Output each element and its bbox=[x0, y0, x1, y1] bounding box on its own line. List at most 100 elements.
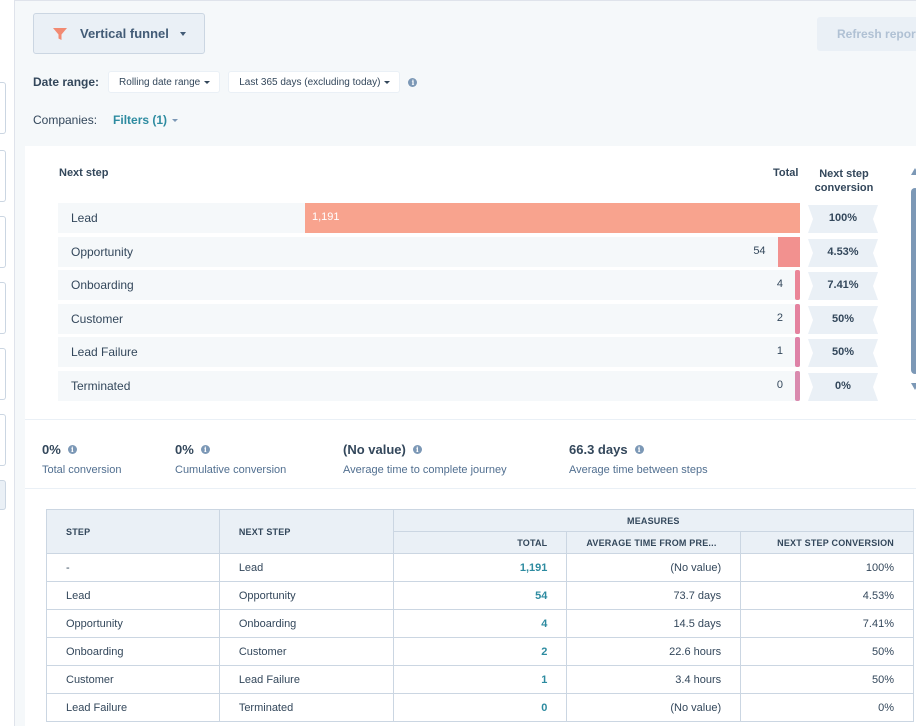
cell-average-time: (No value) bbox=[566, 553, 742, 582]
cell-step: Opportunity bbox=[46, 609, 220, 638]
cell-conversion: 4.53% bbox=[740, 581, 914, 610]
stat-label: Average time between steps bbox=[569, 464, 708, 476]
funnel-bar[interactable] bbox=[777, 236, 800, 267]
date-range-type-dropdown[interactable]: Rolling date range bbox=[108, 71, 221, 93]
caret-down-icon bbox=[384, 80, 391, 84]
funnel-row[interactable]: Opportunity 54 bbox=[58, 236, 800, 267]
cell-step: Lead bbox=[46, 581, 220, 610]
conversion-badge: 50% bbox=[808, 305, 878, 334]
column-header-step[interactable]: STEP bbox=[46, 509, 220, 554]
funnel-row[interactable]: Terminated 0 bbox=[58, 370, 800, 401]
cell-next-step: Terminated bbox=[218, 693, 394, 722]
cell-conversion: 7.41% bbox=[740, 609, 914, 638]
left-panel-field[interactable] bbox=[0, 82, 6, 134]
funnel-row[interactable]: Onboarding 4 bbox=[58, 270, 800, 300]
cell-total[interactable]: 54 bbox=[392, 581, 568, 610]
info-icon[interactable]: i bbox=[634, 445, 644, 454]
column-header-average-time[interactable]: AVERAGE TIME FROM PRE... bbox=[566, 531, 742, 554]
funnel-row-label: Customer bbox=[71, 311, 124, 326]
funnel-row-label: Opportunity bbox=[71, 244, 134, 259]
left-panel-field[interactable] bbox=[0, 414, 6, 466]
funnel-row[interactable]: Customer 2 bbox=[58, 303, 800, 334]
cell-total[interactable]: 1 bbox=[392, 665, 568, 694]
stat-label: Cumulative conversion bbox=[175, 464, 287, 476]
cell-average-time: 73.7 days bbox=[566, 581, 742, 610]
funnel-bar[interactable] bbox=[795, 303, 800, 334]
conversion-value: 100% bbox=[828, 212, 858, 224]
date-range-label: Date range: bbox=[33, 75, 100, 89]
cell-next-step: Lead bbox=[218, 553, 394, 582]
chart-header-conversion: Next step conversion bbox=[809, 167, 879, 195]
cell-step: Customer bbox=[46, 665, 220, 694]
funnel-row-label: Terminated bbox=[71, 378, 131, 393]
table-row: Customer Lead Failure 1 3.4 hours 50% bbox=[46, 665, 914, 694]
funnel-bar[interactable] bbox=[305, 203, 800, 233]
left-panel-field[interactable] bbox=[0, 216, 6, 268]
conversion-badge: 4.53% bbox=[808, 238, 878, 267]
visualization-dropdown[interactable]: Vertical funnel bbox=[33, 13, 205, 54]
funnel-bar[interactable] bbox=[795, 337, 800, 367]
funnel-bar-value: 1 bbox=[776, 345, 783, 357]
stat-cumulative-conversion: 0% i Cumulative conversion bbox=[175, 442, 286, 476]
filters-dropdown[interactable]: Filters (1) bbox=[113, 113, 179, 127]
cell-step: - bbox=[46, 553, 220, 582]
funnel-bar-value: 54 bbox=[753, 244, 766, 257]
funnel-row-label: Lead bbox=[71, 211, 98, 225]
visualization-label: Vertical funnel bbox=[80, 26, 169, 41]
table-row: Opportunity Onboarding 4 14.5 days 7.41% bbox=[46, 609, 914, 638]
left-panel-button[interactable] bbox=[0, 480, 6, 510]
stat-total-conversion: 0% i Total conversion bbox=[42, 442, 122, 476]
cell-average-time: 22.6 hours bbox=[566, 637, 742, 666]
date-range-value-dropdown[interactable]: Last 365 days (excluding today) bbox=[228, 71, 401, 93]
date-range-row: Date range: Rolling date range Last 365 … bbox=[33, 71, 418, 93]
table-row: Onboarding Customer 2 22.6 hours 50% bbox=[46, 637, 914, 666]
companies-label: Companies: bbox=[33, 113, 98, 127]
cell-conversion: 0% bbox=[740, 693, 914, 722]
scroll-up-icon[interactable] bbox=[911, 168, 916, 175]
companies-filter-row: Companies: Filters (1) bbox=[33, 113, 179, 127]
funnel-icon bbox=[53, 27, 67, 40]
scrollbar-thumb[interactable] bbox=[911, 188, 916, 374]
cell-next-step: Lead Failure bbox=[218, 665, 394, 694]
table-row: - Lead 1,191 (No value) 100% bbox=[46, 553, 914, 582]
refresh-report-button[interactable]: Refresh report bbox=[817, 17, 916, 51]
info-icon[interactable]: i bbox=[412, 445, 422, 454]
summary-stats: 0% i Total conversion 0% i Cumulative conv… bbox=[25, 419, 916, 489]
funnel-bar[interactable] bbox=[795, 370, 800, 401]
left-panel-field[interactable] bbox=[0, 348, 6, 400]
stat-label: Total conversion bbox=[42, 464, 122, 476]
left-panel-field[interactable] bbox=[0, 282, 6, 334]
scroll-down-icon[interactable] bbox=[911, 383, 916, 390]
stat-average-time-steps: 66.3 days i Average time between steps bbox=[569, 442, 708, 476]
info-icon[interactable]: i bbox=[67, 445, 77, 454]
funnel-row[interactable]: Lead 1,191 bbox=[58, 203, 800, 233]
cell-total[interactable]: 1,191 bbox=[392, 553, 568, 582]
funnel-bar-value: 1,191 bbox=[312, 211, 340, 223]
cell-average-time: (No value) bbox=[566, 693, 742, 722]
stat-value: (No value) bbox=[343, 442, 406, 457]
stat-value: 0% bbox=[42, 442, 61, 457]
cell-total[interactable]: 0 bbox=[392, 693, 568, 722]
filters-label: Filters (1) bbox=[113, 113, 168, 127]
funnel-bar[interactable] bbox=[795, 270, 800, 300]
conversion-value: 50% bbox=[831, 346, 855, 358]
info-icon[interactable]: i bbox=[408, 77, 418, 87]
date-range-type-value: Rolling date range bbox=[119, 76, 201, 88]
chart-scrollbar[interactable] bbox=[910, 168, 916, 398]
left-panel-field[interactable] bbox=[0, 150, 6, 202]
column-header-next-step[interactable]: NEXT STEP bbox=[218, 509, 394, 554]
caret-down-icon bbox=[204, 80, 211, 84]
cell-total[interactable]: 2 bbox=[392, 637, 568, 666]
funnel-bar-value: 4 bbox=[776, 278, 783, 290]
info-icon[interactable]: i bbox=[200, 445, 210, 454]
column-header-total[interactable]: TOTAL bbox=[392, 531, 568, 554]
cell-total[interactable]: 4 bbox=[392, 609, 568, 638]
column-header-next-step-conversion[interactable]: NEXT STEP CONVERSION bbox=[740, 531, 914, 554]
funnel-chart: Next step Total Next step conversion Lea… bbox=[25, 146, 916, 419]
conversion-badge: 7.41% bbox=[808, 272, 878, 300]
funnel-row[interactable]: Lead Failure 1 bbox=[58, 337, 800, 367]
conversion-badge: 0% bbox=[808, 372, 878, 401]
table-row: Lead Failure Terminated 0 (No value) 0% bbox=[46, 693, 914, 722]
column-header-measures: MEASURES bbox=[392, 509, 915, 532]
conversion-badge: 100% bbox=[808, 205, 878, 233]
